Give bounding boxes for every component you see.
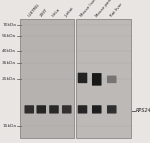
- Text: 35kDa: 35kDa: [2, 61, 16, 65]
- Text: 40kDa: 40kDa: [2, 49, 16, 53]
- FancyBboxPatch shape: [36, 105, 46, 114]
- Bar: [20, 19, 74, 138]
- Text: 55kDa: 55kDa: [2, 34, 16, 38]
- FancyBboxPatch shape: [62, 105, 72, 114]
- Text: Jurkat: Jurkat: [64, 6, 75, 18]
- FancyBboxPatch shape: [49, 105, 59, 114]
- Text: U-87MG: U-87MG: [27, 3, 40, 18]
- Text: RPS24: RPS24: [136, 108, 150, 113]
- FancyBboxPatch shape: [92, 105, 102, 114]
- Text: 70kDa: 70kDa: [2, 23, 16, 27]
- FancyBboxPatch shape: [24, 105, 34, 114]
- Bar: [76, 19, 131, 138]
- Text: Mouse liver: Mouse liver: [80, 0, 98, 18]
- FancyBboxPatch shape: [78, 105, 87, 114]
- FancyBboxPatch shape: [92, 73, 102, 86]
- Text: Mouse pancreas: Mouse pancreas: [94, 0, 119, 18]
- Text: 15kDa: 15kDa: [2, 124, 16, 128]
- FancyBboxPatch shape: [107, 105, 117, 114]
- Text: Rat liver: Rat liver: [110, 2, 123, 18]
- FancyBboxPatch shape: [107, 76, 117, 83]
- FancyBboxPatch shape: [78, 73, 87, 83]
- Text: 293T: 293T: [39, 8, 48, 18]
- Text: HeLa: HeLa: [52, 7, 61, 18]
- Text: 25kDa: 25kDa: [2, 77, 16, 81]
